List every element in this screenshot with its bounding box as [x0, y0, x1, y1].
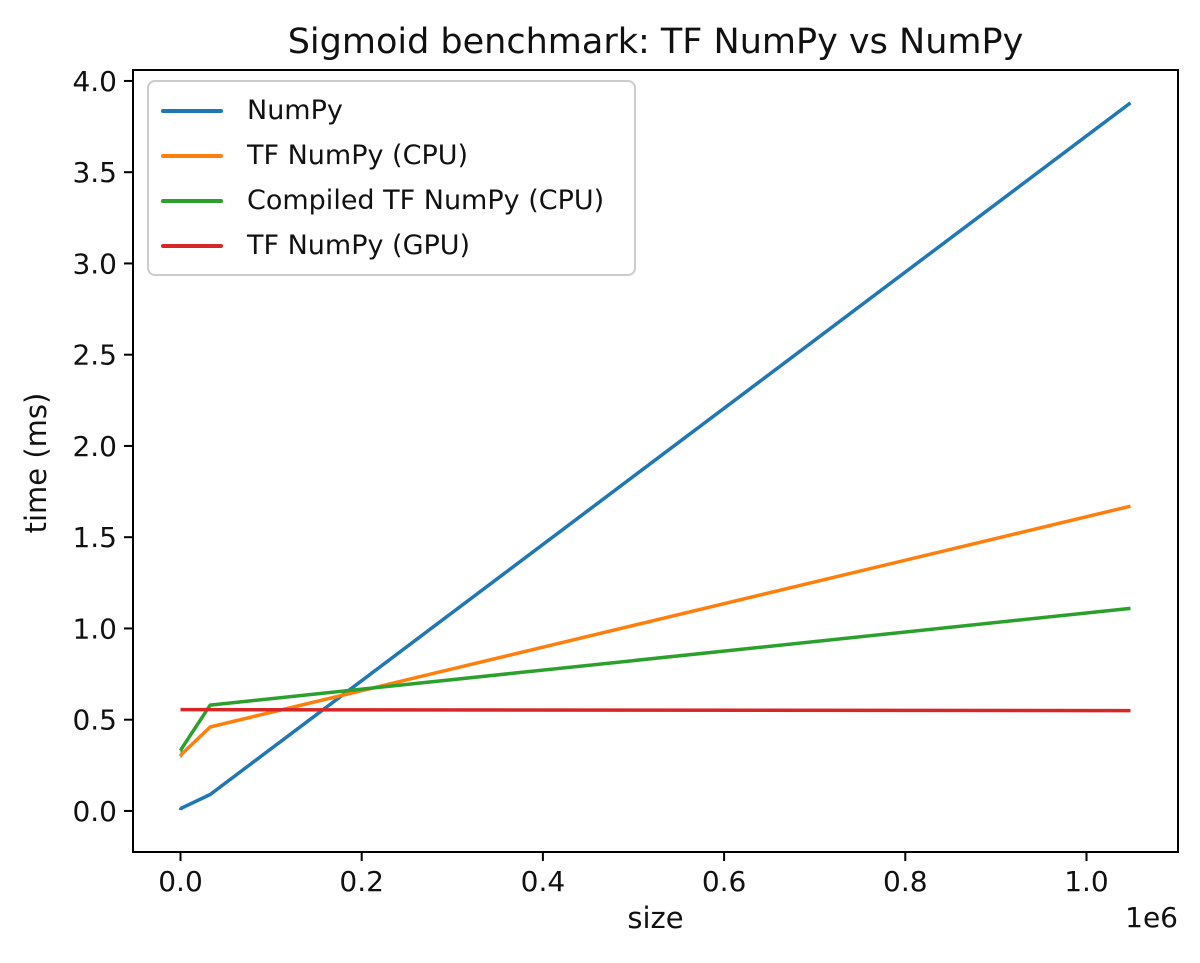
x-tick-label: 0.6 — [702, 865, 747, 898]
y-tick-label: 0.5 — [72, 704, 117, 737]
y-tick-label: 4.0 — [72, 65, 117, 98]
legend-item-compiled-tf-numpy-cpu: Compiled TF NumPy (CPU) — [161, 178, 624, 223]
y-tick-label: 1.5 — [72, 521, 117, 554]
legend-line-swatch — [161, 153, 223, 158]
x-tick-label: 1.0 — [1064, 865, 1109, 898]
legend-line-swatch — [161, 198, 223, 203]
x-tick-label: 0.4 — [521, 865, 566, 898]
series-line-tf-numpy-gpu- — [178, 707, 1131, 713]
x-tick-label: 0.2 — [339, 865, 384, 898]
axes-spines — [132, 69, 1179, 853]
y-tick-label: 2.5 — [72, 339, 117, 372]
series-line-compiled-tf-numpy-cpu- — [178, 606, 1131, 753]
legend: NumPy TF NumPy (CPU) Compiled TF NumPy (… — [147, 80, 636, 276]
legend-line-swatch — [161, 108, 223, 113]
legend-item-tf-numpy-gpu: TF NumPy (GPU) — [161, 223, 624, 268]
y-tick-label: 3.5 — [72, 156, 117, 189]
y-tick-label: 2.0 — [72, 430, 117, 463]
x-tick-label: 0.8 — [883, 865, 928, 898]
series-line-numpy — [178, 101, 1132, 812]
legend-label: TF NumPy (CPU) — [247, 140, 469, 171]
y-tick-label: 1.0 — [72, 612, 117, 645]
x-axis-offset-text: 1e6 — [1125, 901, 1178, 934]
x-tick-label: 0.0 — [158, 865, 203, 898]
y-tick-label: 3.0 — [72, 247, 117, 280]
chart-title: Sigmoid benchmark: TF NumPy vs NumPy — [287, 22, 1024, 62]
x-axis-label: size — [627, 901, 684, 935]
y-tick-label: 0.0 — [72, 795, 117, 828]
legend-label: NumPy — [247, 95, 343, 126]
legend-label: TF NumPy (GPU) — [247, 230, 471, 261]
legend-item-numpy: NumPy — [161, 88, 624, 133]
legend-label: Compiled TF NumPy (CPU) — [247, 185, 605, 216]
series-line-tf-numpy-cpu- — [178, 504, 1131, 758]
legend-item-tf-numpy-cpu: TF NumPy (CPU) — [161, 133, 624, 178]
legend-line-swatch — [161, 243, 223, 248]
